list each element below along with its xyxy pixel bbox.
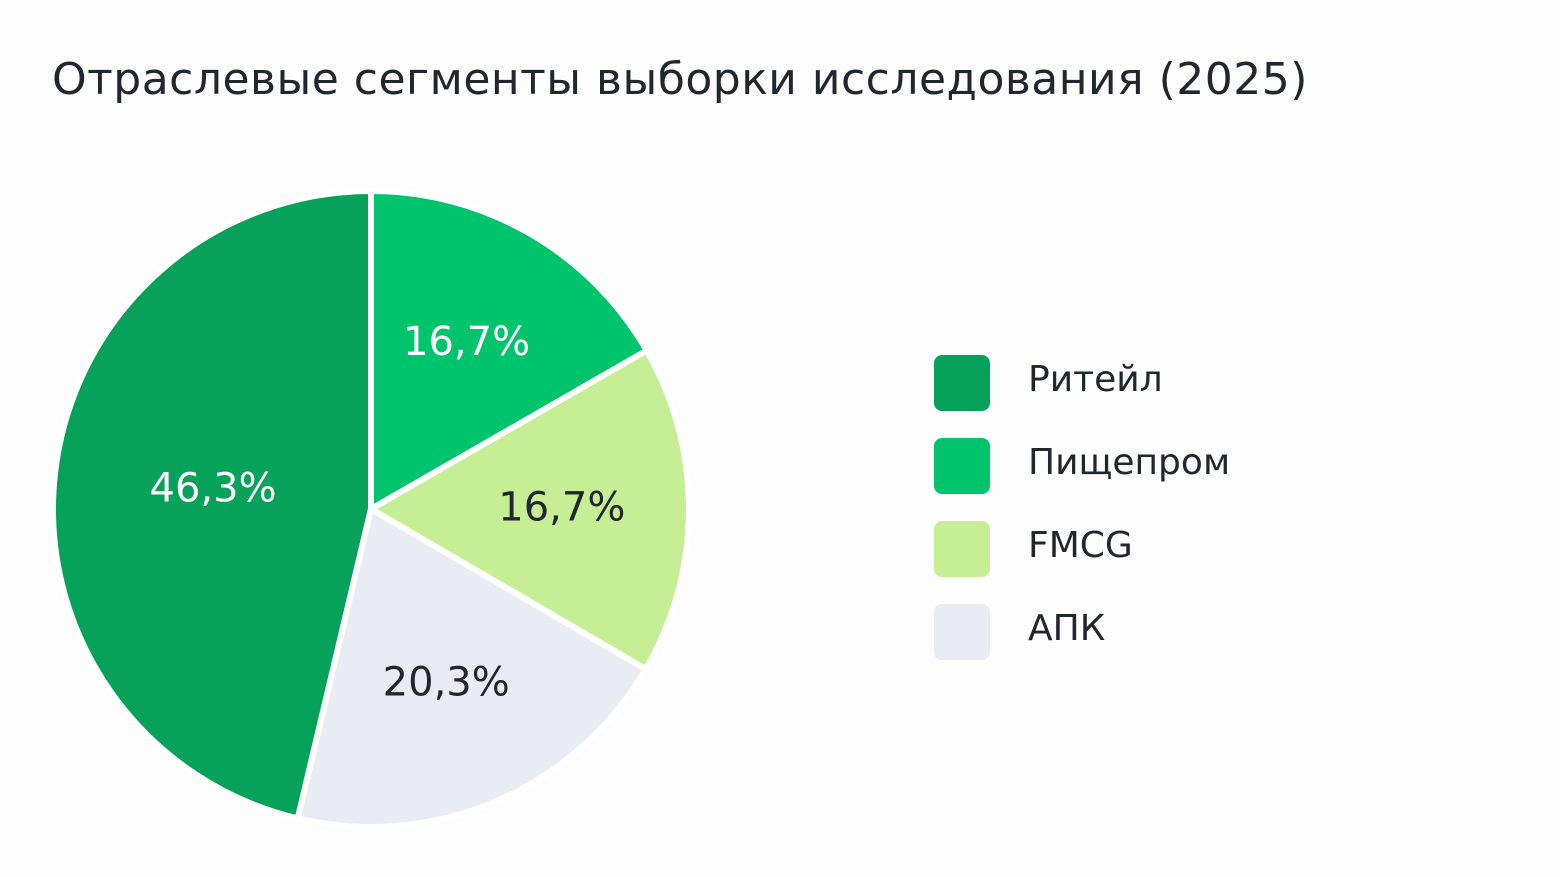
legend-swatch xyxy=(934,604,990,660)
legend-label: Пищепром xyxy=(1028,442,1230,483)
legend-label: Ритейл xyxy=(1028,359,1163,400)
legend-label: АПК xyxy=(1028,608,1105,649)
legend-label: FMCG xyxy=(1028,525,1133,566)
chart-title: Отраслевые сегменты выборки исследования… xyxy=(52,54,1308,105)
legend-swatch xyxy=(934,438,990,494)
pie-slice xyxy=(368,188,650,512)
slice-label: 16,7% xyxy=(403,319,530,365)
slice-label: 46,3% xyxy=(150,466,277,512)
pie-slice xyxy=(50,188,374,822)
slice-label: 16,7% xyxy=(498,485,625,531)
slice-label: 20,3% xyxy=(383,659,510,705)
pie-slice xyxy=(294,506,649,830)
legend-swatch xyxy=(934,355,990,411)
legend-swatch xyxy=(934,521,990,577)
pie-slice xyxy=(368,347,692,673)
